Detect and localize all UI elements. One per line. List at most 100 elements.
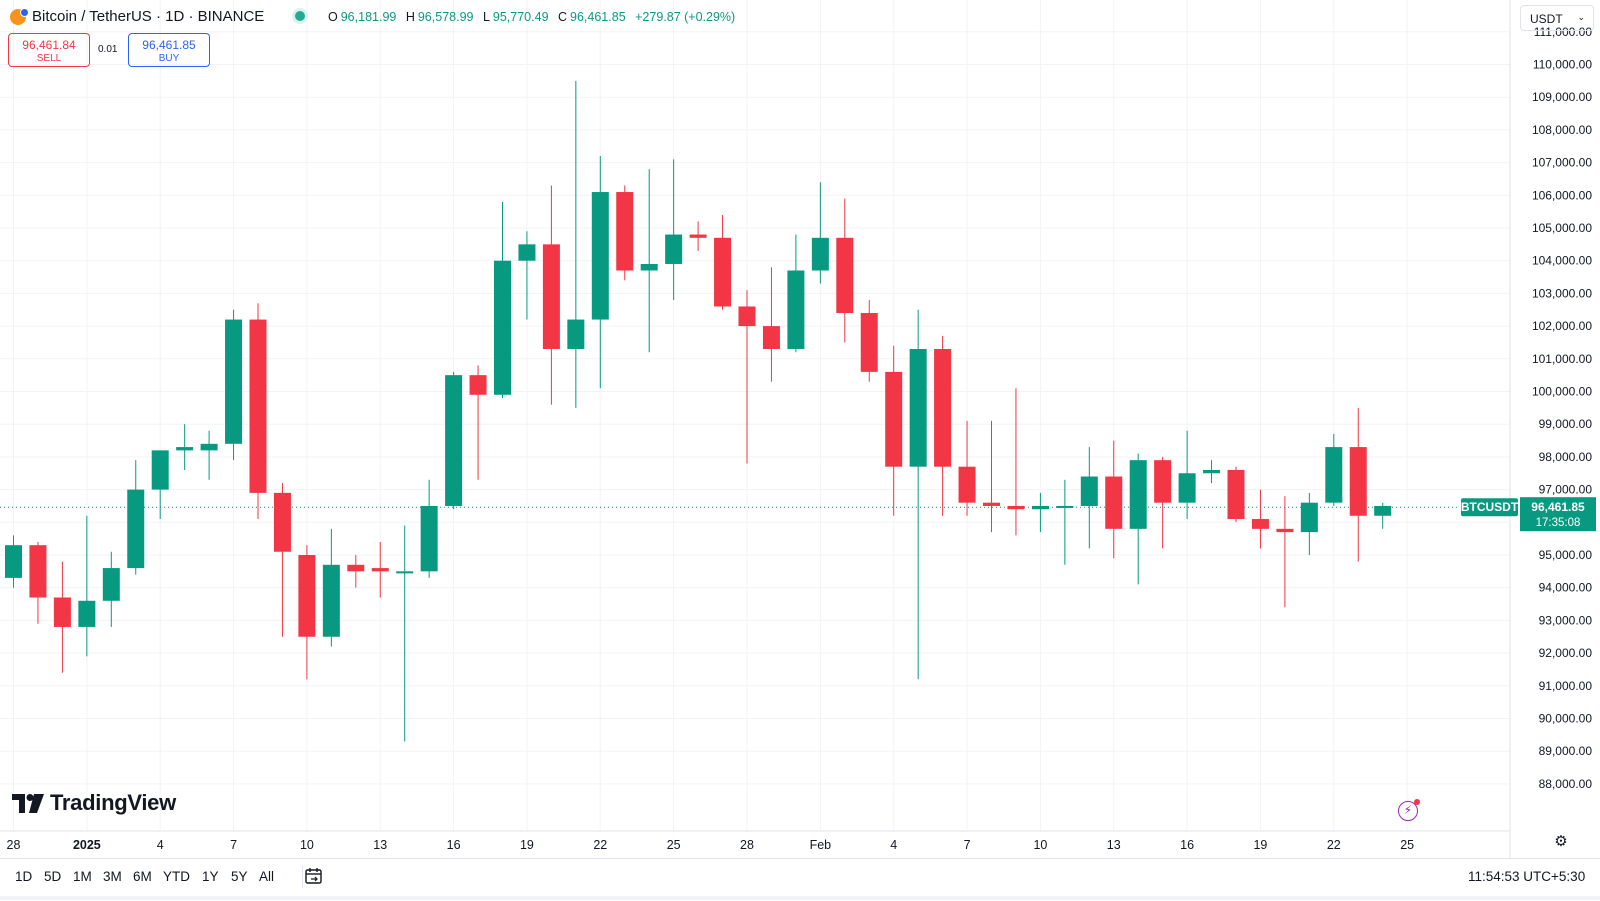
range-button-3m[interactable]: 3M	[103, 869, 122, 884]
bottom-toolbar	[0, 858, 1600, 901]
gear-icon[interactable]: ⚙	[1554, 833, 1568, 850]
candle	[494, 201, 511, 399]
candle-body	[885, 371, 903, 467]
candle	[591, 156, 609, 389]
range-button-ytd[interactable]: YTD	[163, 869, 190, 884]
candle-body	[689, 234, 707, 238]
bottom-scroll-strip	[0, 896, 1600, 900]
price-axis-label: 102,000.00	[1532, 319, 1592, 333]
range-button-1y[interactable]: 1Y	[202, 869, 219, 884]
price-axis-label: 88,000.00	[1539, 777, 1593, 791]
buy-button[interactable]: 96,461.85 BUY	[128, 33, 210, 67]
candle	[1300, 492, 1318, 555]
clock-timezone[interactable]: 11:54:53 UTC+5:30	[1468, 869, 1586, 884]
candle-body	[102, 568, 120, 601]
price-axis-label: 91,000.00	[1539, 679, 1593, 693]
market-status-icon[interactable]	[295, 11, 305, 21]
candle	[518, 231, 536, 320]
time-axis-label: 7	[230, 838, 237, 852]
candle-body	[396, 571, 414, 574]
candle	[176, 424, 194, 470]
time-axis-label: 25	[1400, 838, 1414, 852]
time-axis-label: 19	[1253, 838, 1267, 852]
candle	[1325, 434, 1343, 506]
candle	[934, 335, 952, 516]
candle-body	[53, 597, 71, 627]
calendar-goto-icon[interactable]	[304, 866, 324, 886]
candle	[885, 345, 903, 516]
candle	[1080, 447, 1098, 549]
candle	[347, 555, 365, 588]
candle	[714, 214, 732, 310]
candle-body	[836, 237, 854, 314]
candle	[616, 185, 634, 281]
candle	[371, 541, 389, 598]
lightning-icon[interactable]: ⚡	[1398, 799, 1420, 821]
candle-body	[1227, 469, 1245, 520]
candle-body	[787, 270, 805, 349]
range-button-6m[interactable]: 6M	[133, 869, 152, 884]
candle	[445, 371, 463, 510]
high-value: 96,578.99	[417, 10, 474, 24]
time-axis-label: 22	[1327, 838, 1341, 852]
candle-body	[909, 348, 927, 467]
candle-body	[494, 260, 511, 395]
tradingview-logo-text: TradingView	[50, 790, 176, 815]
candle-body	[347, 564, 365, 572]
price-axis-label: 90,000.00	[1539, 712, 1593, 726]
range-button-5d[interactable]: 5D	[44, 869, 62, 884]
candle-body	[811, 237, 829, 271]
price-axis-label: 109,000.00	[1532, 90, 1592, 104]
time-axis-label: 4	[890, 838, 897, 852]
time-axis-label: 4	[157, 838, 164, 852]
change-value: +279.87 (+0.29%)	[635, 10, 736, 24]
candle	[1251, 489, 1269, 549]
sell-button[interactable]: 96,461.84 SELL	[8, 33, 90, 67]
range-button-all[interactable]: All	[259, 869, 275, 884]
price-axis-label: 94,000.00	[1539, 581, 1593, 595]
symbol-title[interactable]: Bitcoin / TetherUS · 1D · BINANCE	[32, 8, 265, 25]
candle	[909, 309, 927, 680]
candlestick-chart[interactable]: 111,000.00 110,000.00 109,000.00 108,000.00…	[0, 0, 1600, 858]
range-button-1m[interactable]: 1M	[73, 869, 92, 884]
bitcoin-icon	[10, 8, 29, 25]
time-axis-label: 28	[740, 838, 754, 852]
candle-body	[738, 306, 756, 327]
candle	[958, 420, 976, 516]
candle	[640, 169, 658, 353]
price-axis-label: 110,000.00	[1533, 58, 1592, 72]
range-button-5y[interactable]: 5Y	[231, 869, 248, 884]
candle	[396, 525, 414, 742]
candle	[127, 460, 145, 575]
candle	[469, 365, 487, 480]
candle	[1154, 456, 1172, 549]
candle-body	[1203, 469, 1221, 474]
candle	[1007, 388, 1025, 536]
candle	[738, 290, 756, 464]
time-axis-label: 10	[300, 838, 314, 852]
candle	[665, 159, 683, 300]
candle-body	[714, 237, 732, 307]
price-axis-label: 101,000.00	[1532, 352, 1592, 366]
symbol-price-badge	[1461, 498, 1518, 517]
price-axis-label: 106,000.00	[1532, 188, 1592, 202]
candle	[787, 234, 805, 353]
candle-body	[567, 319, 585, 349]
price-axis-label: 111,000.00	[1534, 25, 1593, 39]
candle	[1276, 496, 1294, 608]
price-axis-label: 92,000.00	[1539, 646, 1593, 660]
currency-select[interactable]: USDT ⌄	[1520, 5, 1594, 31]
candle-body	[298, 555, 316, 637]
open-label: O	[328, 10, 338, 24]
range-button-1d[interactable]: 1D	[15, 869, 33, 884]
low-label: L	[482, 10, 490, 24]
candle	[53, 561, 71, 673]
candle-body	[1325, 447, 1343, 503]
candle	[225, 309, 243, 461]
candle-body	[958, 466, 976, 503]
candle-body	[1349, 447, 1367, 516]
candle	[1056, 479, 1074, 565]
candle	[1031, 492, 1049, 533]
candle	[5, 535, 22, 588]
candle-body	[762, 326, 780, 349]
